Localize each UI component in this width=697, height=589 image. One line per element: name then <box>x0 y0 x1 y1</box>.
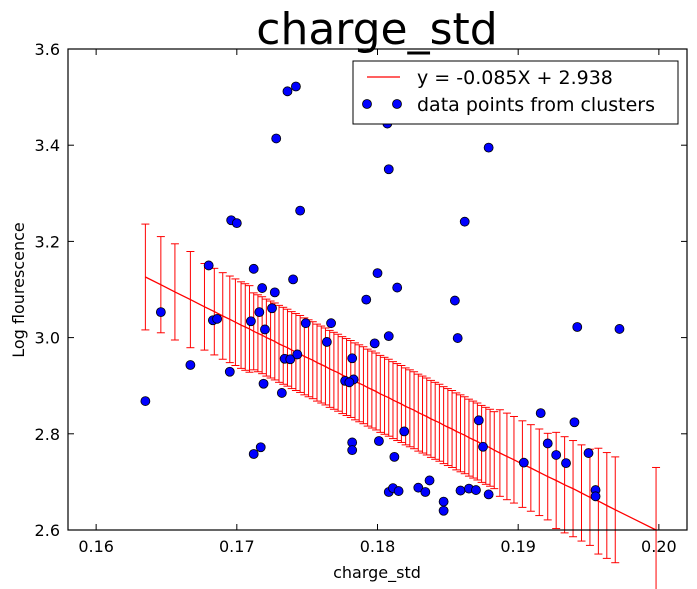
data-point <box>392 282 403 293</box>
y-axis-label: Log flourescence <box>9 222 28 358</box>
data-point <box>245 316 256 327</box>
legend: y = -0.085X + 2.938 data points from clu… <box>352 60 679 125</box>
data-point <box>185 360 196 370</box>
data-point <box>260 324 270 335</box>
legend-label-fit: y = -0.085X + 2.938 <box>417 67 613 89</box>
x-axis-label: charge_std <box>333 563 421 583</box>
data-point <box>248 449 259 459</box>
data-point <box>282 86 293 97</box>
data-point <box>455 485 466 496</box>
data-point <box>561 458 571 469</box>
data-point <box>452 333 463 343</box>
data-point <box>438 496 449 507</box>
data-point <box>254 307 265 318</box>
data-point <box>300 318 311 329</box>
fit-line <box>145 276 657 531</box>
data-point <box>224 366 235 377</box>
y-tick-label: 3.0 <box>35 329 60 348</box>
data-point <box>271 133 282 144</box>
data-point <box>269 287 280 298</box>
data-point <box>483 142 494 153</box>
data-points <box>140 81 625 516</box>
data-point <box>413 482 424 493</box>
data-point <box>292 349 303 360</box>
data-point <box>535 408 546 419</box>
data-point <box>347 353 358 364</box>
data-point <box>347 445 358 456</box>
data-point <box>361 294 372 305</box>
data-point <box>420 487 431 497</box>
data-point <box>614 324 625 334</box>
y-tick-label: 3.6 <box>35 40 60 59</box>
data-point <box>471 485 481 495</box>
chart-title: charge_std <box>256 4 497 55</box>
data-point <box>248 263 259 274</box>
y-axis-ticks: 2.6 2.8 3.0 3.2 3.4 3.6 <box>35 40 687 540</box>
x-tick-label: 0.16 <box>78 537 114 556</box>
data-point <box>383 164 394 175</box>
y-tick-label: 2.8 <box>35 425 60 444</box>
fit-line-group <box>145 276 657 531</box>
data-point <box>590 491 601 502</box>
data-point <box>374 436 384 446</box>
data-point <box>399 426 410 437</box>
error-bars <box>141 223 661 589</box>
data-point <box>569 417 580 428</box>
y-tick-label: 3.4 <box>35 136 60 155</box>
y-tick-label: 2.6 <box>35 521 60 540</box>
x-tick-label: 0.18 <box>360 537 396 556</box>
x-tick-label: 0.17 <box>219 537 255 556</box>
data-point <box>295 205 306 216</box>
x-tick-label: 0.19 <box>500 537 536 556</box>
data-point <box>383 331 394 342</box>
legend-label-points: data points from clusters <box>417 94 655 116</box>
data-point <box>257 283 268 293</box>
data-point <box>583 448 594 458</box>
legend-marker-2 <box>392 99 402 109</box>
data-point <box>389 451 400 462</box>
x-axis-ticks: 0.16 0.17 0.18 0.19 0.20 <box>78 49 677 556</box>
data-point <box>212 313 223 324</box>
data-point <box>542 438 553 449</box>
data-point <box>291 81 301 92</box>
data-point <box>267 303 277 314</box>
data-point <box>424 475 435 486</box>
data-point <box>285 354 296 365</box>
data-point <box>438 505 449 516</box>
data-point <box>372 268 383 279</box>
data-point <box>551 450 562 460</box>
data-point <box>326 318 336 329</box>
legend-marker-1 <box>362 99 372 109</box>
data-point <box>518 457 529 468</box>
data-point <box>231 218 242 229</box>
data-point <box>572 322 583 332</box>
data-point <box>344 377 355 388</box>
y-tick-label: 3.2 <box>35 232 60 251</box>
x-tick-label: 0.20 <box>641 537 677 556</box>
data-point <box>140 396 151 406</box>
data-point <box>288 274 298 285</box>
data-point <box>369 338 380 349</box>
legend-box <box>352 60 679 125</box>
data-point <box>255 442 266 453</box>
data-point <box>483 489 494 500</box>
data-point <box>203 260 214 271</box>
data-point <box>449 295 460 306</box>
data-point <box>393 486 404 496</box>
data-point <box>478 441 488 452</box>
data-point <box>459 216 470 227</box>
data-point <box>321 337 332 347</box>
data-point <box>258 378 269 389</box>
data-point <box>276 388 287 398</box>
data-point <box>473 415 484 426</box>
data-point <box>155 307 166 318</box>
